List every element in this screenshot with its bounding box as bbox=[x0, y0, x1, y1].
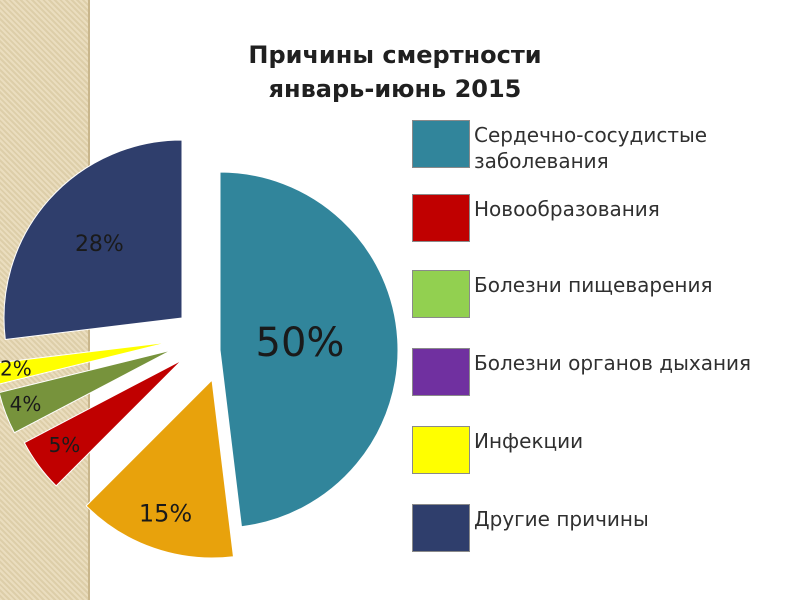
legend-swatch-cardio bbox=[412, 120, 470, 168]
pie-slice-neo-shape bbox=[23, 359, 183, 487]
pie-label-digest: 4% bbox=[10, 392, 42, 416]
legend-swatch-digestive bbox=[412, 270, 470, 318]
pie-slice-infect-shape bbox=[0, 341, 171, 385]
legend-swatch-infections bbox=[412, 426, 470, 474]
legend-swatch-respiratory bbox=[412, 348, 470, 396]
pie-slice-infect: 2% bbox=[0, 341, 171, 385]
legend-label-infections: Инфекции bbox=[474, 429, 584, 453]
pie-slice-extra: 15% bbox=[85, 378, 235, 559]
pie-slice-digest: 4% bbox=[0, 349, 173, 434]
legend-label-other: Другие причины bbox=[474, 507, 649, 531]
pie-slice-neo: 5% bbox=[23, 359, 183, 487]
chart-title-line-1: Причины смертности bbox=[248, 41, 542, 69]
pie-slice-other: 28% bbox=[3, 139, 183, 341]
pie-slice-digest-shape bbox=[0, 349, 173, 434]
pie-label-neo: 5% bbox=[49, 433, 81, 457]
pie-slice-cardio-shape bbox=[219, 171, 399, 528]
pie-slice-extra-shape bbox=[85, 378, 235, 559]
pie-slice-cardio: 50% bbox=[219, 171, 399, 528]
pie-label-cardio: 50% bbox=[256, 320, 345, 366]
legend-label-cardio: Сердечно-сосудистые заболевания bbox=[474, 123, 708, 173]
pie-slice-other-shape bbox=[3, 139, 183, 341]
chart-title-line-2: январь-июнь 2015 bbox=[268, 75, 522, 103]
pie-label-infect: 2% bbox=[0, 357, 32, 381]
pie-label-other: 28% bbox=[75, 232, 124, 257]
legend-label-digestive: Болезни пищеварения bbox=[474, 273, 713, 297]
chart-title: Причины смертности январь-июнь 2015 bbox=[200, 38, 590, 106]
legend-label-respiratory: Болезни органов дыхания bbox=[474, 351, 752, 375]
legend-label-neoplasms: Новообразования bbox=[474, 197, 660, 221]
pie-label-extra: 15% bbox=[139, 500, 192, 528]
legend-swatch-neoplasms bbox=[412, 194, 470, 242]
legend-swatch-other bbox=[412, 504, 470, 552]
chart-legend: Сердечно-сосудистые заболевания Новообра… bbox=[412, 0, 792, 600]
